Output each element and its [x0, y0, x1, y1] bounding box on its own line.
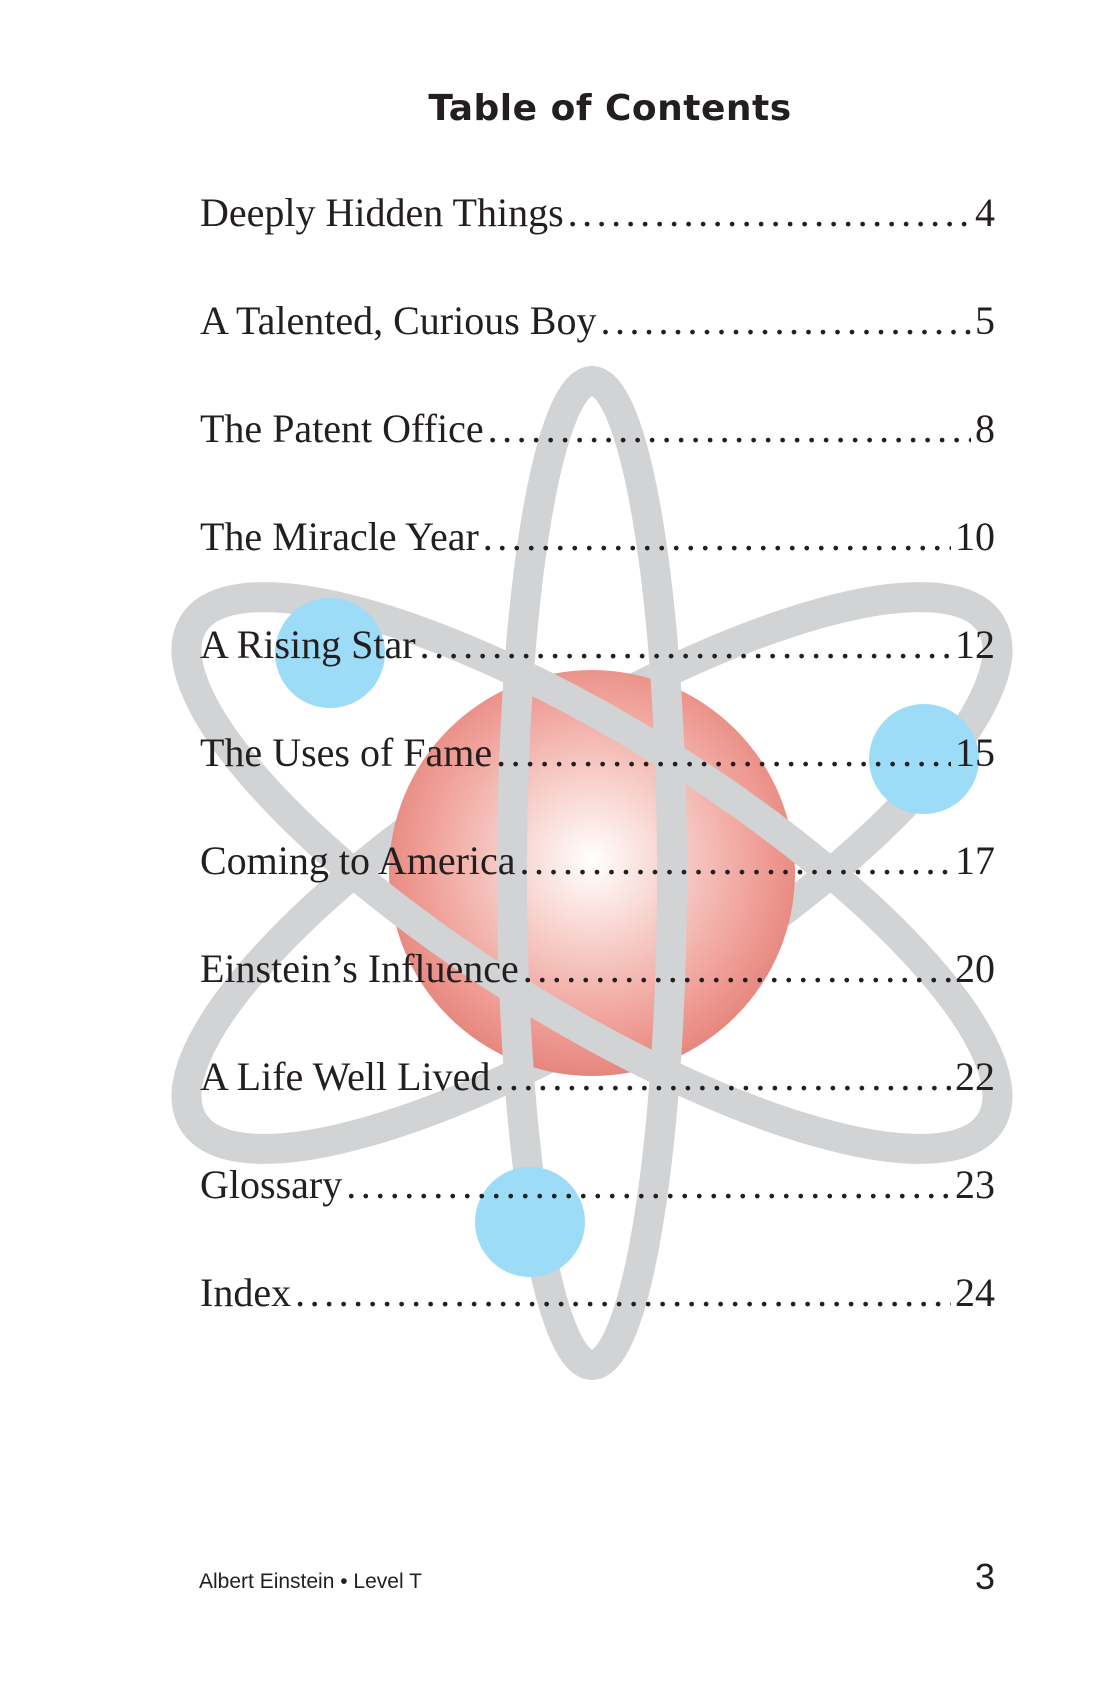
toc-entry[interactable]: Einstein’s Influence 20 — [200, 944, 995, 1052]
toc-entry[interactable]: Deeply Hidden Things 4 — [200, 188, 995, 296]
toc-entry-page: 15 — [955, 730, 995, 775]
electron — [275, 598, 385, 708]
toc-entry[interactable]: Coming to America 17 — [200, 836, 995, 944]
dot-leader — [494, 1052, 951, 1102]
toc-list: Deeply Hidden Things 4 A Talented, Curio… — [200, 188, 995, 1376]
toc-entry-label: Index — [200, 1270, 292, 1315]
toc-entry-page: 24 — [955, 1270, 995, 1315]
toc-entry-label: Coming to America — [200, 838, 516, 883]
dot-leader — [483, 512, 951, 562]
dot-leader — [346, 1160, 951, 1210]
toc-entry-label: A Rising Star — [200, 622, 416, 667]
toc-entry-page: 17 — [955, 838, 995, 883]
dot-leader — [523, 944, 951, 994]
toc-entry-page: 12 — [955, 622, 995, 667]
toc-entry-label: The Uses of Fame — [200, 730, 493, 775]
toc-entry-label: A Life Well Lived — [200, 1054, 491, 1099]
toc-entry-page: 23 — [955, 1162, 995, 1207]
toc-entry-page: 10 — [955, 514, 995, 559]
toc-entry-page: 20 — [955, 946, 995, 991]
toc-entry-label: The Miracle Year — [200, 514, 479, 559]
dot-leader — [496, 728, 951, 778]
toc-entry-label: A Talented, Curious Boy — [200, 298, 597, 343]
toc-entry-page: 5 — [975, 298, 995, 343]
toc-entry[interactable]: A Rising Star 12 — [200, 620, 995, 728]
toc-entry-page: 4 — [975, 190, 995, 235]
toc-entry-label: Glossary — [200, 1162, 343, 1207]
dot-leader — [600, 296, 971, 346]
toc-entry-page: 8 — [975, 406, 995, 451]
toc-entry-page: 22 — [955, 1054, 995, 1099]
toc-entry[interactable]: The Miracle Year 10 — [200, 512, 995, 620]
footer-page-number: 3 — [974, 1556, 995, 1597]
dot-leader — [488, 404, 971, 454]
toc-entry[interactable]: The Patent Office 8 — [200, 404, 995, 512]
toc-entry[interactable]: A Talented, Curious Boy 5 — [200, 296, 995, 404]
footer-book-title: Albert Einstein • Level T — [199, 1570, 422, 1593]
toc-entry[interactable]: Index 24 — [200, 1268, 995, 1376]
dot-leader — [568, 188, 971, 238]
page-title: Table of Contents — [428, 88, 792, 129]
toc-entry[interactable]: The Uses of Fame 15 — [200, 728, 995, 836]
dot-leader — [520, 836, 951, 886]
toc-entry[interactable]: A Life Well Lived 22 — [200, 1052, 995, 1160]
dot-leader — [295, 1268, 951, 1318]
toc-entry-label: Deeply Hidden Things — [200, 190, 564, 235]
toc-entry-label: The Patent Office — [200, 406, 484, 451]
dot-leader — [420, 620, 951, 670]
toc-entry-label: Einstein’s Influence — [200, 946, 519, 991]
toc-entry[interactable]: Glossary 23 — [200, 1160, 995, 1268]
